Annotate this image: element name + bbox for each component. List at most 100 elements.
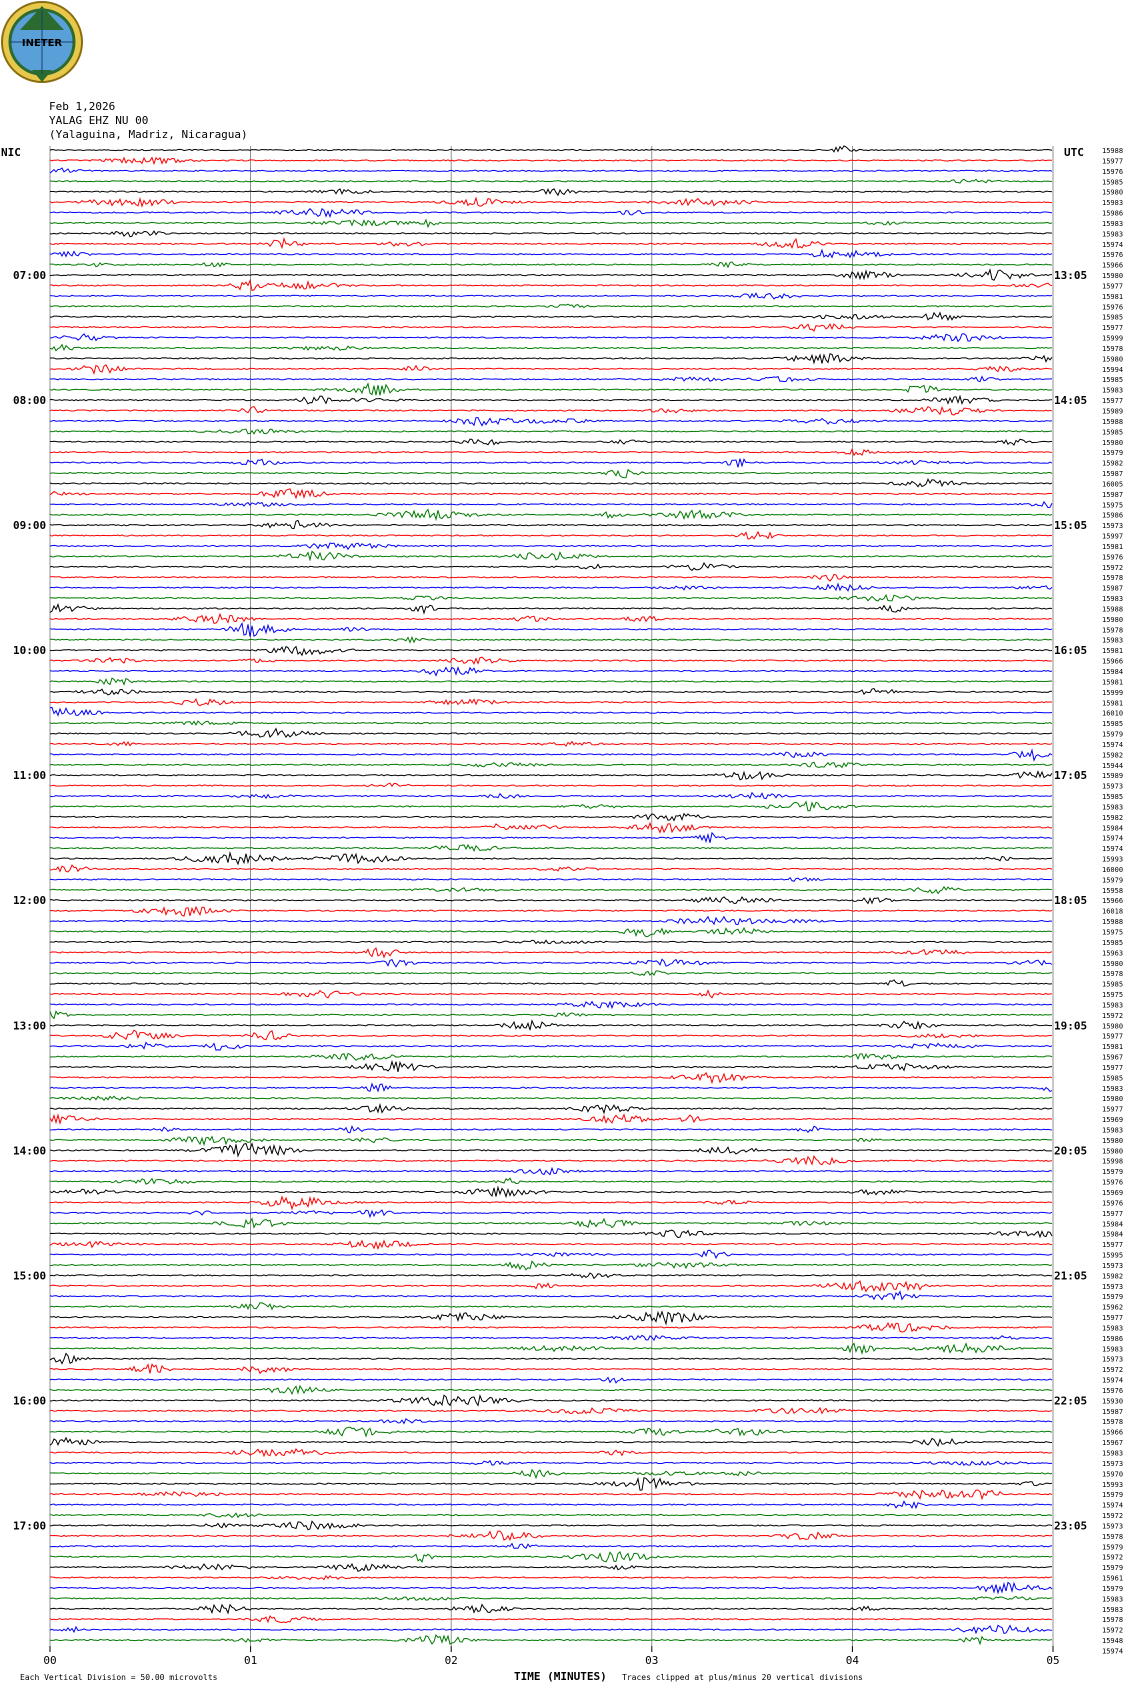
trace-line: [49, 1562, 1053, 1572]
row-value-label: 15981: [1102, 293, 1123, 301]
row-value-label: 15983: [1102, 1126, 1123, 1134]
row-value-label: 15985: [1102, 720, 1123, 728]
row-value-label: 15961: [1102, 1575, 1123, 1583]
trace-line: [49, 1384, 1053, 1396]
row-value-label: 15948: [1102, 1637, 1123, 1645]
trace-line: [49, 1019, 1053, 1031]
trace-line: [49, 248, 1053, 259]
row-value-label: 15980: [1102, 1137, 1123, 1145]
trace-line: [49, 939, 1053, 945]
trace-line: [49, 812, 1053, 822]
trace-line: [49, 145, 1053, 153]
row-value-label: 15984: [1102, 1220, 1123, 1228]
row-value-label: 15983: [1102, 220, 1123, 228]
trace-line: [49, 582, 1053, 592]
row-value-label: 15985: [1102, 1074, 1123, 1082]
trace-line: [49, 292, 1053, 300]
row-value-label: 15976: [1102, 1199, 1123, 1207]
trace-line: [49, 1113, 1053, 1125]
trace-line: [49, 1000, 1053, 1010]
row-value-label: 15983: [1102, 1085, 1123, 1093]
trace-line: [49, 1260, 1053, 1271]
trace-line: [49, 573, 1053, 582]
trace-line: [49, 500, 1053, 509]
row-value-label: 15989: [1102, 408, 1123, 416]
row-value-label: 15982: [1102, 751, 1123, 759]
row-value-label: 16018: [1102, 908, 1123, 916]
row-value-label: 15974: [1102, 835, 1123, 843]
trace-line: [49, 364, 1053, 375]
trace-line: [49, 1603, 1053, 1615]
left-hour-label: 10:00: [13, 644, 46, 657]
trace-line: [49, 1530, 1053, 1542]
trace-line: [49, 896, 1053, 905]
trace-line: [49, 687, 1053, 696]
trace-line: [49, 1489, 1053, 1501]
row-value-label: 15983: [1102, 595, 1123, 603]
trace-line: [49, 438, 1053, 446]
trace-line: [49, 278, 1053, 291]
row-value-label: 15972: [1102, 564, 1123, 572]
trace-line: [49, 187, 1053, 197]
row-value-label: 15970: [1102, 1470, 1123, 1478]
row-value-label: 15997: [1102, 533, 1123, 541]
trace-line: [49, 947, 1053, 959]
row-value-label: 15977: [1102, 157, 1123, 165]
trace-line: [49, 417, 1053, 427]
row-value-label: 15977: [1102, 282, 1123, 290]
trace-line: [49, 612, 1053, 624]
row-value-label: 15980: [1102, 1095, 1123, 1103]
row-value-label: 15977: [1102, 1314, 1123, 1322]
ineter-logo: INETER: [1, 1, 83, 83]
x-tick-label: 04: [846, 1654, 860, 1667]
trace-line: [49, 697, 1053, 707]
trace-line: [49, 1280, 1053, 1293]
trace-line: [49, 1052, 1053, 1061]
x-tick-label: 00: [43, 1654, 56, 1667]
right-hour-label: 15:05: [1054, 519, 1087, 532]
row-value-label: 15993: [1102, 856, 1123, 864]
trace-line: [50, 333, 1053, 343]
left-hour-label: 08:00: [13, 394, 46, 407]
trace-line: [49, 353, 1053, 365]
logo-text: INETER: [22, 38, 63, 49]
row-value-label: 15966: [1102, 658, 1123, 666]
row-value-label: 15985: [1102, 314, 1123, 322]
row-value-label: 15980: [1102, 189, 1123, 197]
trace-line: [49, 1177, 1053, 1185]
right-hour-label: 23:05: [1054, 1519, 1087, 1532]
header-date: Feb 1,2026: [49, 100, 116, 113]
row-value-label: 15977: [1102, 1106, 1123, 1114]
row-value-label: 16005: [1102, 480, 1123, 488]
trace-line: [49, 666, 1053, 677]
row-value-label: 15974: [1102, 845, 1123, 853]
left-hour-label: 13:00: [13, 1019, 46, 1032]
row-value-label: 15979: [1102, 1585, 1123, 1593]
trace-line: [49, 1217, 1053, 1229]
row-value-label: 15973: [1102, 783, 1123, 791]
x-axis-label: TIME (MINUTES): [514, 1670, 607, 1683]
scale-note: Each Vertical Division = 50.00 microvolt…: [20, 1673, 218, 1682]
trace-line: [49, 905, 1053, 917]
row-value-label: 15972: [1102, 1554, 1123, 1562]
trace-line: [49, 720, 1053, 726]
trace-line: [49, 1209, 1053, 1219]
row-value-label: 15988: [1102, 147, 1123, 155]
trace-line: [49, 375, 1053, 383]
row-value-label: 15994: [1102, 366, 1123, 374]
row-value-label: 15984: [1102, 1231, 1123, 1239]
row-value-label: 15979: [1102, 1491, 1123, 1499]
trace-line: [49, 261, 1053, 269]
row-value-label: 15978: [1102, 1616, 1123, 1624]
row-value-label: 15978: [1102, 970, 1123, 978]
trace-line: [49, 1124, 1053, 1134]
row-value-label: 15983: [1102, 387, 1123, 395]
trace-line: [49, 1185, 1053, 1199]
row-value-label: 15966: [1102, 1429, 1123, 1437]
trace-line: [49, 791, 1053, 800]
row-value-label: 15977: [1102, 397, 1123, 405]
row-value-label: 15978: [1102, 574, 1123, 582]
trace-line: [49, 915, 1053, 926]
row-value-label: 15974: [1102, 1647, 1123, 1655]
row-value-label: 15979: [1102, 876, 1123, 884]
